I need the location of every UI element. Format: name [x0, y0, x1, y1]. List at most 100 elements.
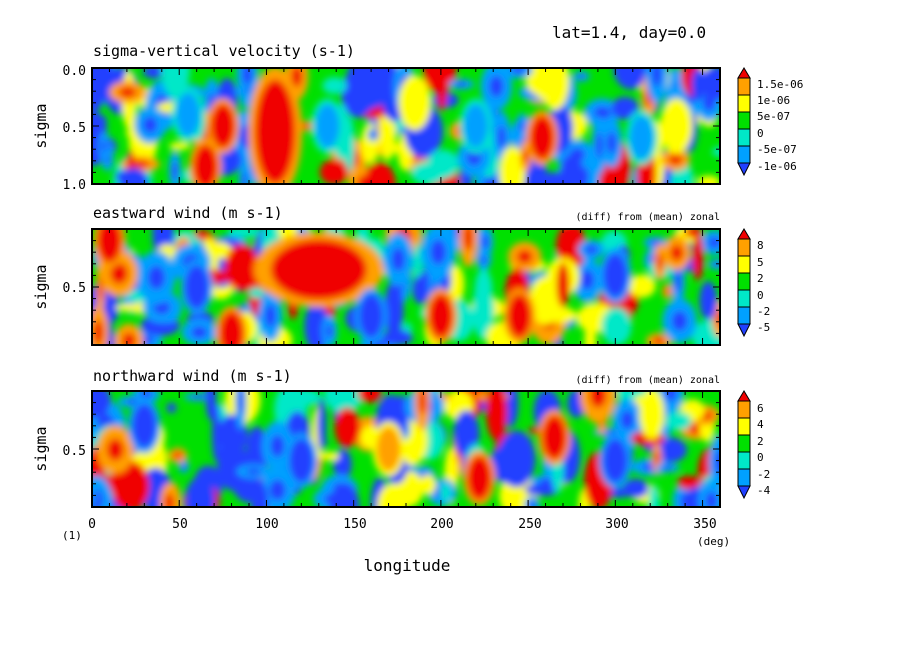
contour-patch — [319, 412, 324, 437]
colorbar-swatch — [737, 77, 751, 96]
contour-patch — [238, 158, 250, 184]
contour-patch — [439, 74, 445, 98]
contour-patch — [661, 444, 678, 456]
feature-core — [402, 80, 427, 125]
contour-patch — [671, 310, 688, 332]
contour-patch — [122, 333, 136, 345]
contour-patch — [472, 280, 495, 340]
contour-patch — [683, 479, 694, 486]
contour-patch — [158, 229, 169, 246]
contour-patch — [669, 154, 682, 165]
contour-patch — [322, 77, 347, 95]
contour-patch — [524, 68, 555, 96]
contour-patch — [585, 245, 598, 255]
contour-patch — [500, 454, 518, 473]
contour-patch — [618, 103, 632, 114]
colorbar-label: 6 — [757, 402, 764, 415]
y-tick-label: 0.5 — [63, 444, 86, 459]
contour-patch — [689, 229, 698, 235]
contour-patch — [460, 423, 473, 445]
x-tick-label: 350 — [693, 517, 716, 532]
contour-patch — [372, 173, 387, 184]
contour-patch — [191, 326, 208, 339]
contour-patch — [107, 438, 124, 461]
x-tick-label: 300 — [605, 517, 628, 532]
panel-subtitle: (diff) from (mean) zonal — [576, 212, 721, 223]
contour-patch — [528, 501, 536, 507]
plot-area — [91, 67, 721, 185]
contour-patch — [377, 483, 408, 507]
colorbar-swatch — [737, 128, 751, 147]
feature-core — [603, 253, 628, 298]
feature-core — [603, 438, 628, 483]
contour-patch — [648, 484, 660, 507]
contour-patch — [101, 139, 107, 153]
contour-patch — [630, 484, 642, 493]
contour-patch — [507, 155, 524, 184]
contour-patch — [131, 160, 150, 168]
x-tick-label: 200 — [430, 517, 453, 532]
y-tick-label: 0.5 — [63, 281, 86, 296]
contour-patch — [489, 75, 504, 98]
contour-patch — [606, 131, 617, 154]
contour-patch — [121, 474, 139, 498]
panel-title: eastward wind (m s-1) — [93, 204, 283, 222]
colorbar — [737, 67, 751, 177]
colorbar-swatch — [737, 255, 751, 274]
y-axis-label: sigma — [32, 103, 50, 148]
colorbar-swatch — [737, 111, 751, 130]
colorbar-swatch — [737, 417, 751, 436]
colorbar-swatch — [737, 145, 751, 164]
contour-patch — [418, 391, 426, 415]
contour-patch — [227, 229, 261, 238]
contour-patch — [370, 131, 376, 138]
contour-patch — [455, 81, 468, 87]
contour-patch — [327, 166, 341, 178]
contour-patch — [695, 246, 701, 268]
contour-patch — [181, 463, 187, 470]
feature-core — [507, 294, 532, 338]
x-tick-label: 50 — [172, 517, 188, 532]
colorbar-label: -4 — [757, 484, 771, 497]
colorbar-swatch — [737, 289, 751, 308]
contour-patch — [147, 265, 165, 290]
contour-patch — [511, 68, 525, 74]
panel-northward-wind: northward wind (m s-1) (diff) from (mean… — [32, 367, 771, 532]
contour-patch — [255, 493, 264, 507]
colorbar-label: 4 — [757, 418, 764, 431]
contour-patch — [364, 161, 396, 184]
contour-patch — [564, 236, 578, 258]
contour-patch — [148, 480, 163, 501]
contour-patch — [208, 391, 214, 407]
contour-patch — [326, 323, 333, 339]
colorbar-extend-max — [737, 228, 751, 240]
contour-patch — [665, 391, 677, 402]
contour-patch — [321, 451, 340, 461]
contour-patch — [497, 125, 506, 149]
contour-patch — [691, 496, 698, 507]
contour-patch — [270, 434, 285, 458]
panel-title: northward wind (m s-1) — [93, 367, 292, 385]
contour-patch — [119, 87, 136, 98]
y-tick-label: 0.5 — [63, 121, 86, 136]
colorbar-label: 1.5e-06 — [757, 78, 803, 91]
header-text: lat=1.4, day=0.0 — [552, 23, 706, 42]
heatmap-field — [92, 391, 720, 507]
contour-patch — [214, 419, 219, 446]
contour-patch — [704, 291, 713, 310]
contour-patch — [390, 334, 405, 341]
contour-patch — [523, 149, 528, 164]
contour-patch — [664, 411, 692, 431]
contour-patch — [337, 495, 351, 507]
contour-patch — [350, 81, 366, 105]
contour-patch — [265, 304, 276, 328]
feature-core — [219, 311, 244, 345]
colorbar-swatch — [737, 400, 751, 419]
heatmap-field — [92, 68, 720, 184]
feature-core — [193, 144, 218, 184]
colorbar-extend-min — [737, 162, 751, 177]
colorbar-label: 0 — [757, 451, 764, 464]
contour-patch — [653, 337, 665, 345]
contour-patch — [245, 468, 262, 475]
